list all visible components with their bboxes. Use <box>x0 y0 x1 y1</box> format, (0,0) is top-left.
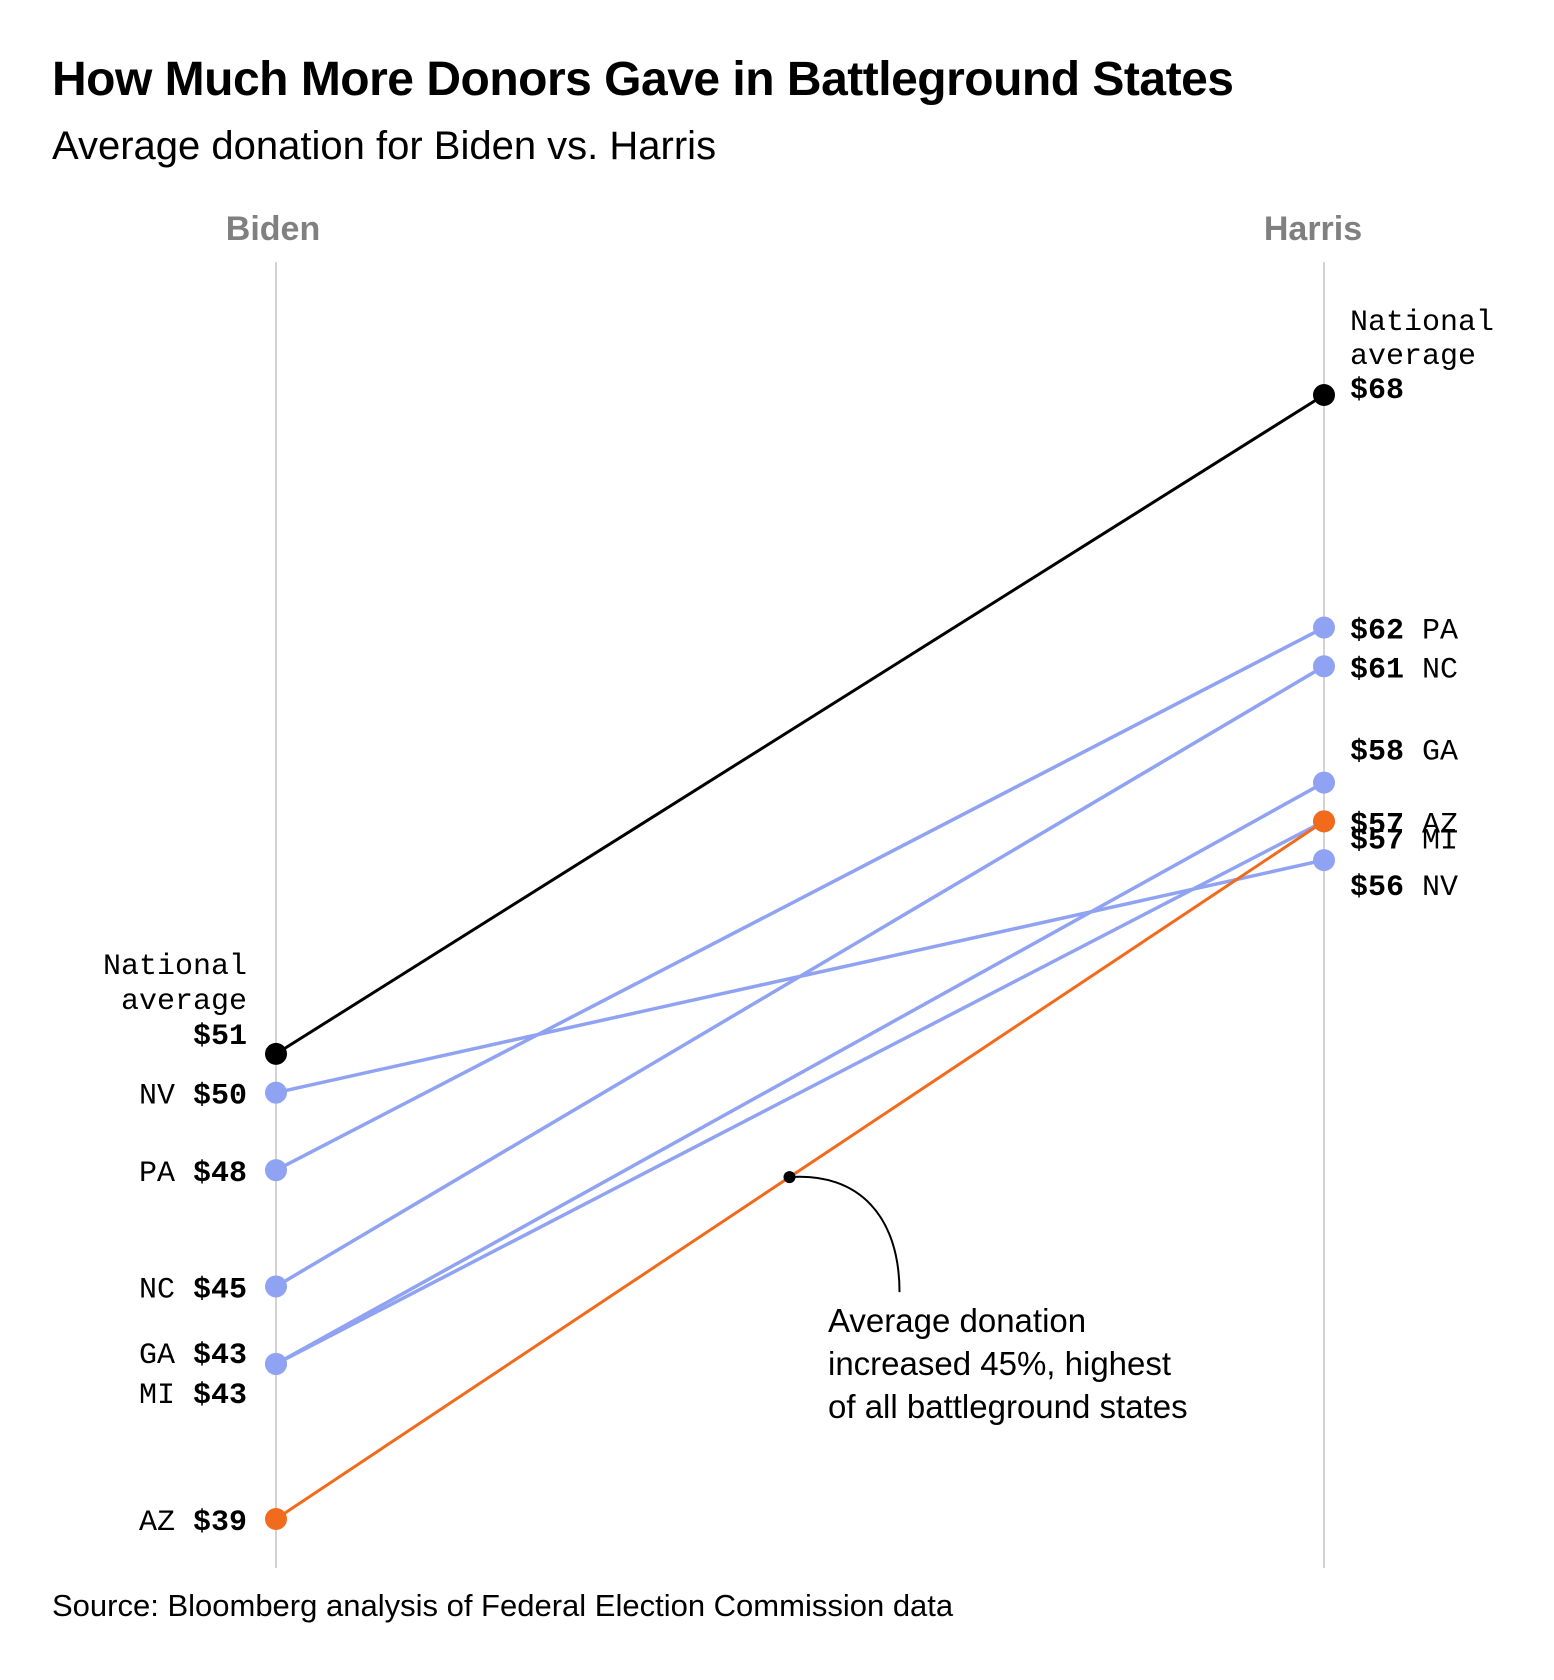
chart-title: How Much More Donors Gave in Battlegroun… <box>52 53 1234 106</box>
ga-right-label: $58 GA <box>1350 736 1458 770</box>
az-left-label: AZ $39 <box>139 1506 247 1540</box>
national-right-label-line1: National <box>1350 306 1494 340</box>
nc-right-label: $61 NC <box>1350 653 1458 687</box>
annotation-leader <box>789 1175 901 1293</box>
mi-line <box>275 819 1325 1366</box>
annotation-text-line-3: of all battleground states <box>828 1388 1188 1425</box>
nv-biden-point <box>265 1081 287 1104</box>
source-note: Source: Bloomberg analysis of Federal El… <box>52 1588 954 1623</box>
pa-harris-point <box>1313 616 1335 639</box>
annotation-text-line-2: increased 45%, highest <box>828 1345 1171 1382</box>
national-average-harris-point <box>1313 384 1335 406</box>
national-left-label-line2: average <box>121 985 247 1019</box>
nc-line <box>275 664 1325 1288</box>
pa-left-label: PA $48 <box>139 1157 247 1191</box>
national-average-biden-point <box>265 1042 287 1065</box>
national-left-value: $51 <box>193 1020 247 1054</box>
nc-left-label: NC $45 <box>139 1273 247 1307</box>
national-left-label-line1: National <box>103 950 247 984</box>
national-average-line <box>275 393 1325 1056</box>
harris-axis-label: Harris <box>1264 210 1362 248</box>
series-lines <box>275 393 1325 1521</box>
az-line <box>275 820 1325 1521</box>
pa-right-label: $62 PA <box>1350 615 1458 649</box>
annotation: Average donation increased 45%, highest of… <box>783 1171 1188 1425</box>
national-right-value: $68 <box>1350 374 1404 408</box>
pa-line <box>275 625 1325 1172</box>
series-points <box>265 384 1335 1530</box>
nc-biden-point <box>265 1275 287 1298</box>
nv-left-label: NV $50 <box>139 1080 247 1114</box>
mi-biden-point <box>265 1352 287 1375</box>
ga-harris-point <box>1313 771 1335 794</box>
nv-right-label: $56 NV <box>1350 871 1458 905</box>
chart-subtitle: Average donation for Biden vs. Harris <box>52 124 717 168</box>
mi-right-label: $57 MI <box>1350 824 1458 858</box>
mi-left-label: MI $43 <box>139 1379 247 1413</box>
ga-left-label: GA $43 <box>139 1339 247 1373</box>
az-right-label: $57 AZ <box>1350 808 1458 842</box>
az-harris-point <box>1313 810 1335 833</box>
az-biden-point <box>265 1508 287 1530</box>
ga-line <box>275 781 1325 1366</box>
national-right-label-line2: average <box>1350 340 1476 374</box>
nc-harris-point <box>1313 655 1335 678</box>
annotation-text-line-1: Average donation <box>828 1302 1086 1339</box>
biden-axis-label: Biden <box>226 210 320 248</box>
nv-harris-point <box>1313 849 1335 872</box>
pa-biden-point <box>265 1159 287 1182</box>
